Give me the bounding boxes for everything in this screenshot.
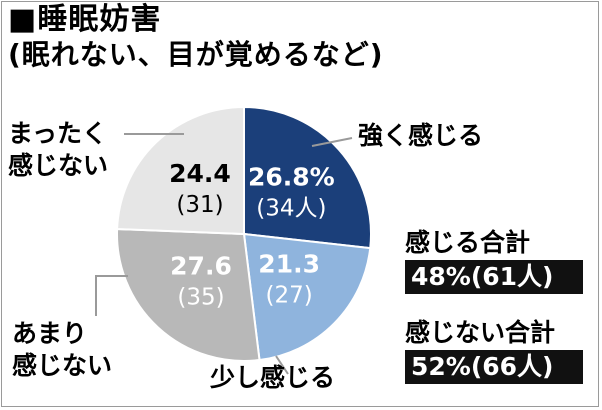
leader-line-little	[275, 355, 289, 375]
category-label-notatall: まったく 感じない	[8, 118, 108, 182]
value-label-notatall: 24.4	[169, 159, 231, 188]
value-label-rarely: 27.6	[170, 252, 232, 281]
total-notfeel-value: 52%(66人)	[405, 350, 583, 384]
category-label-notatall-line-1: まったく	[8, 119, 108, 148]
chart-title: ■睡眠妨害 (眠れない、目が覚めるなど)	[8, 2, 384, 72]
value-label-little: 21.3	[258, 250, 320, 279]
title-line-2: (眠れない、目が覚めるなど)	[8, 38, 384, 71]
count-label-strong: (34人)	[256, 196, 326, 222]
leader-line-rarely	[95, 275, 128, 316]
category-label-strong: 強く感じる	[358, 121, 484, 150]
category-label-rarely-line-1: あまり	[12, 319, 88, 348]
pie-slice-strong	[243, 105, 372, 250]
total-notfeel-box: 感じない合計 52%(66人)	[405, 318, 590, 384]
title-line-1: ■睡眠妨害	[8, 2, 162, 37]
category-label-little: 少し感じる	[210, 363, 336, 392]
total-notfeel-caption: 感じない合計	[405, 318, 556, 347]
total-feel-box: 感じる合計 48%(61人)	[405, 228, 590, 294]
leader-line-strong	[311, 137, 353, 147]
category-label-rarely: あまり 感じない	[12, 318, 112, 382]
count-label-notatall: (31)	[176, 192, 223, 218]
total-feel-value: 48%(61人)	[405, 260, 583, 294]
pie-slice-rarely	[116, 227, 261, 362]
pie-slice-notatall	[116, 105, 245, 236]
total-feel-caption: 感じる合計	[405, 228, 531, 257]
value-label-strong: 26.8%	[248, 163, 335, 192]
category-label-rarely-line-2: 感じない	[12, 351, 113, 380]
category-label-notatall-line-2: 感じない	[8, 151, 109, 180]
count-label-rarely: (35)	[177, 285, 224, 311]
count-label-little: (27)	[266, 283, 313, 309]
